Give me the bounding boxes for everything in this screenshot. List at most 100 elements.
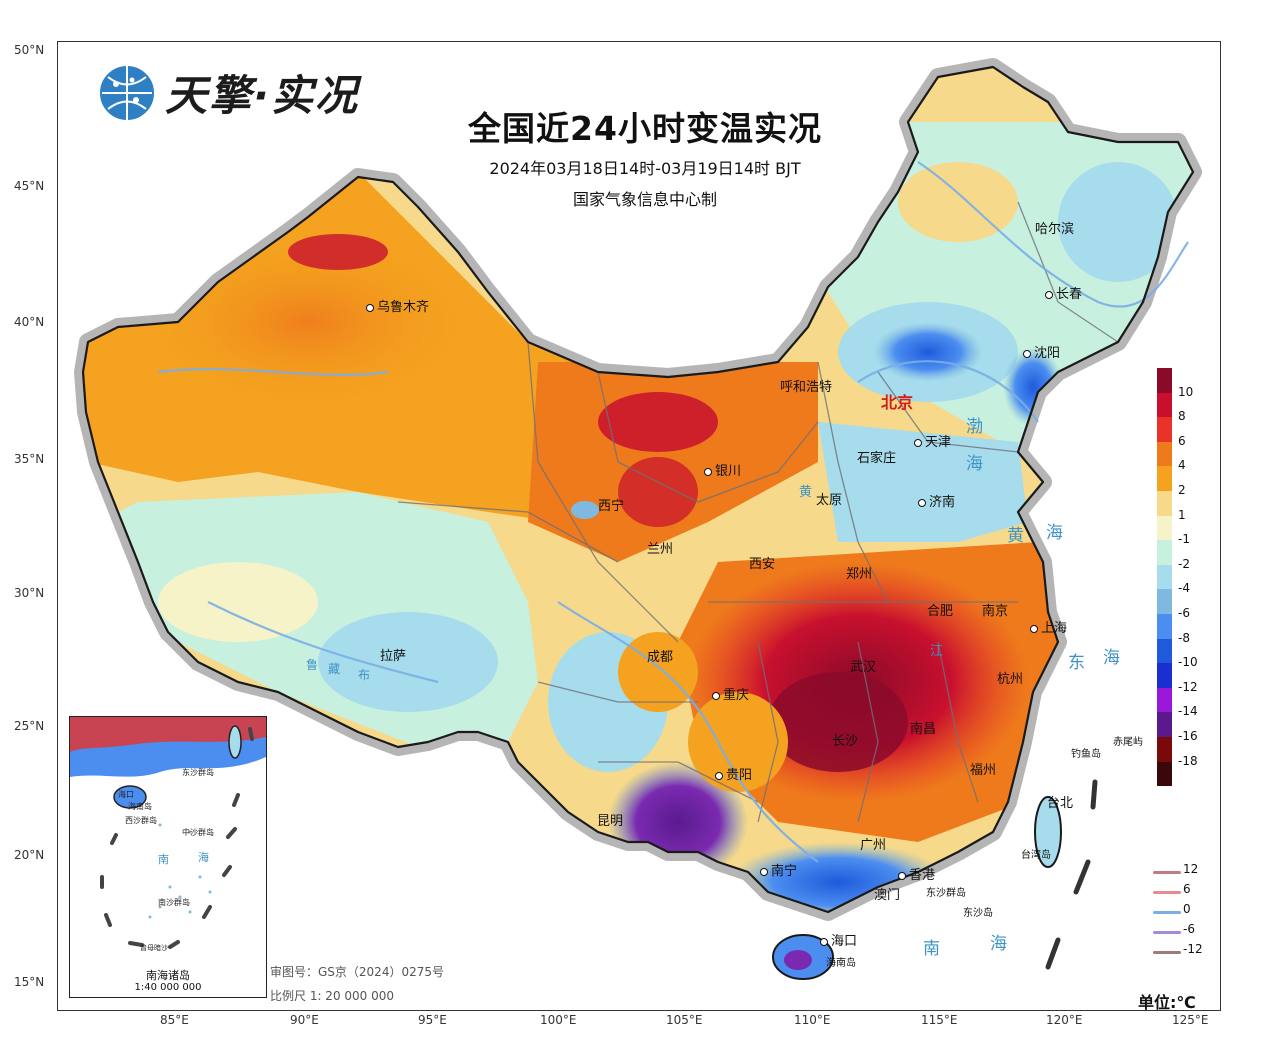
color-scale-legend [1157,368,1172,787]
isotherm-swatch [1153,871,1181,874]
city-hefei: 合肥 [927,604,954,619]
inset-title: 南海诸岛 [146,969,190,982]
legend-swatch [1157,663,1172,688]
legend-swatch [1157,687,1172,713]
lon-label-120: 120°E [1046,1013,1083,1027]
inset-zhongsha: 中沙群岛 [182,828,214,837]
sea-nanhai-2: 海 [990,934,1009,954]
city-guangzhou: 广州 [860,838,887,853]
sea-bohai-1: 渤 [966,417,985,437]
map-subtitle: 2024年03月18日14时-03月19日14时 BJT [489,159,801,178]
inset-hainan: 海南岛 [128,802,152,811]
city-hohhot: 呼和浩特 [780,380,833,395]
city-nanning: 南宁 [760,860,797,879]
lon-label-125: 125°E [1172,1013,1209,1027]
city-lhasa: 拉萨 [380,649,407,664]
city-taiyuan: 太原 [816,493,843,508]
inset-nansha: 南沙群岛 [158,898,190,907]
inset-xisha: 西沙群岛 [125,816,157,825]
unit-label: 单位:℃ [1138,993,1196,1012]
legend-swatch [1157,515,1172,541]
legend-label: -6 [1178,606,1190,620]
place-taiwan: 台湾岛 [1021,850,1051,861]
legend-label: -18 [1178,753,1198,768]
map-frame [57,41,1221,1011]
legend-label: 4 [1178,458,1186,473]
sea-nanhai-1: 南 [923,939,942,959]
qinghai-lake [571,501,599,519]
river-lu: 鲁 [306,658,321,672]
city-hongkong: 香港 [898,864,935,883]
capital-beijing: 北京 [881,393,914,412]
city-shijiazhuang: 石家庄 [857,451,897,466]
city-shanghai: 上海 [1030,617,1067,636]
legend-label: 10 [1178,384,1194,399]
city-guiyang: 贵阳 [715,764,752,783]
lon-label-115: 115°E [921,1013,958,1027]
legend-label: 2 [1178,483,1186,497]
place-dongsha: 东沙群岛 [926,888,966,899]
lon-label-110: 110°E [794,1013,831,1027]
city-haikou: 海口 [820,930,857,949]
legend-swatch [1157,564,1172,590]
city-harbin: 哈尔滨 [1035,222,1075,237]
city-chongqing: 重庆 [712,684,749,703]
river-huang: 黄 [799,485,815,500]
city-xian: 西安 [749,557,776,572]
city-shenyang: 沈阳 [1023,342,1060,361]
sea-huanghai-1: 黄 [1007,526,1026,546]
map-title: 全国近24小时变温实况 [468,109,822,148]
legend-label: -4 [1178,581,1190,596]
isotherms [157,161,1189,863]
place-hainan: 海南岛 [826,958,856,969]
legend-label: -10 [1178,655,1198,670]
lon-label-105: 105°E [666,1013,703,1027]
city-macau: 澳门 [874,888,901,903]
globe-logo-icon [98,64,156,122]
place-dongsha-island: 东沙岛 [963,908,993,919]
legend-swatch [1157,540,1172,565]
legend-swatch [1157,417,1172,442]
legend-label: -1 [1178,532,1190,547]
river-bu: 布 [358,668,373,682]
city-changsha: 长沙 [832,734,859,749]
city-fuzhou: 福州 [970,763,997,778]
city-lanzhou: 兰州 [647,542,674,557]
sea-donghai-1: 东 [1068,653,1087,673]
isotherm-swatch [1153,891,1181,894]
lat-label-40: 40°N [14,315,45,329]
south-china-sea-inset: 海口 海南岛 西沙群岛 中沙群岛 南 海 东沙群岛 南沙群岛 曾母暗沙 南海诸岛… [69,716,267,998]
legend-swatch [1157,392,1172,418]
city-xining: 西宁 [598,499,625,514]
city-taipei: 台北 [1047,796,1074,811]
maritime-boundary [1045,779,1098,970]
temperature-change-map [74,58,1202,980]
inset-scale: 1:40 000 000 [134,982,202,993]
map-scale: 比例尺 1: 20 000 000 [270,989,395,1003]
city-nanchang: 南昌 [910,722,937,737]
city-tianjin: 天津 [914,431,951,450]
brand-name: 天擎·实况 [165,71,359,120]
isotherm-swatch [1153,931,1181,934]
inset-hai: 海 [198,851,209,864]
legend-swatch [1157,490,1172,516]
city-chengdu: 成都 [647,650,674,665]
city-wuhan: 武汉 [850,660,877,675]
lat-label-30: 30°N [14,586,45,600]
sea-huanghai-2: 海 [1046,523,1065,543]
inset-nan: 南 [158,853,169,866]
legend-swatch [1157,466,1172,491]
city-kunming: 昆明 [597,814,624,829]
legend-swatch [1157,589,1172,614]
legend-label: -8 [1178,630,1190,645]
taiwan-island [1034,796,1062,868]
lat-label-50: 50°N [14,43,45,57]
inset-haikou: 海口 [118,790,134,799]
lat-label-20: 20°N [14,848,45,862]
legend-swatch [1157,368,1172,393]
legend-label: 8 [1178,409,1186,424]
inset-dongsha: 东沙群岛 [182,768,214,777]
place-diaoyu: 钓鱼岛 [1071,749,1101,760]
city-zhengzhou: 郑州 [846,567,873,582]
legend-label: -14 [1178,704,1198,719]
